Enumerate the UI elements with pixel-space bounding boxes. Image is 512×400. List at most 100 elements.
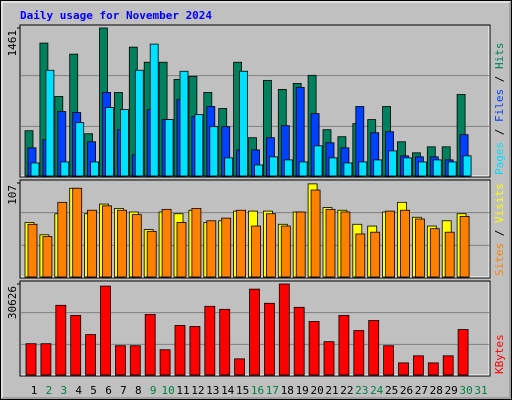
x-tick-label: 11: [176, 384, 189, 397]
bar: [444, 231, 455, 278]
legend: Pages / Files / Hits: [493, 43, 506, 176]
legend-separator: /: [493, 69, 506, 89]
bar: [442, 355, 454, 376]
x-tick-label: 6: [105, 384, 112, 397]
bar: [219, 308, 231, 376]
bar: [85, 334, 96, 376]
bar: [400, 209, 410, 278]
x-tick-label: 1: [31, 384, 38, 397]
x-tick-label: 21: [325, 384, 338, 397]
bar: [325, 208, 336, 278]
legend-entry: Sites: [493, 243, 506, 276]
x-tick-label: 23: [355, 384, 368, 397]
legend-separator: /: [493, 122, 506, 142]
legend-entry: KBytes: [493, 334, 506, 374]
bar: [189, 326, 201, 376]
x-tick-label: 30: [459, 384, 472, 397]
bar: [115, 345, 126, 376]
bar: [308, 321, 320, 376]
bar: [90, 161, 99, 177]
legend-entry: Pages: [493, 142, 506, 175]
bar: [254, 164, 263, 177]
bar: [161, 208, 172, 278]
bar: [164, 119, 174, 177]
x-tick-label: 4: [75, 384, 82, 397]
bar: [144, 313, 156, 376]
bar: [45, 69, 55, 177]
legend: KBytes: [493, 334, 506, 374]
x-tick-label: 22: [340, 384, 353, 397]
bar: [293, 306, 305, 376]
bar: [55, 304, 67, 376]
bar: [388, 150, 398, 177]
bar: [278, 283, 290, 376]
x-tick-label: 20: [310, 384, 323, 397]
bar: [459, 215, 470, 278]
bar: [75, 122, 85, 177]
bar: [194, 114, 204, 177]
bar: [224, 157, 234, 177]
bar: [295, 211, 306, 278]
bar: [30, 162, 40, 177]
bar: [40, 343, 52, 376]
bar: [204, 305, 216, 376]
bar: [457, 329, 469, 376]
bar: [149, 43, 159, 177]
x-tick-label: 3: [60, 384, 67, 397]
x-tick-label: 26: [400, 384, 413, 397]
legend-entry: Hits: [493, 43, 506, 70]
x-tick-label: 9: [150, 384, 157, 397]
bar: [120, 109, 129, 177]
bar: [323, 341, 335, 376]
bar: [72, 187, 83, 278]
bar: [60, 161, 70, 177]
x-tick-label: 31: [474, 384, 487, 397]
legend-entry: Visits: [493, 183, 506, 223]
bar: [191, 208, 202, 278]
x-tick-label: 5: [90, 384, 97, 397]
bar: [131, 214, 142, 278]
bar: [398, 362, 409, 376]
bar: [206, 220, 217, 278]
bar: [417, 161, 427, 177]
bar: [432, 159, 442, 177]
bar: [268, 156, 278, 177]
bar: [159, 349, 171, 376]
legend: Sites / Visits: [493, 183, 506, 276]
x-tick-label: 27: [415, 384, 428, 397]
x-tick-label: 13: [206, 384, 219, 397]
bar: [146, 230, 157, 278]
bar: [313, 145, 323, 177]
bar: [179, 70, 189, 177]
bar: [427, 362, 439, 376]
chart-title: Daily usage for November 2024: [20, 9, 212, 22]
bar: [358, 161, 368, 177]
bar: [340, 211, 351, 278]
x-tick-label: 15: [236, 384, 249, 397]
bar: [239, 70, 249, 177]
bar: [283, 159, 293, 177]
bar: [280, 225, 291, 278]
bar: [310, 189, 321, 278]
bar: [57, 201, 68, 278]
bar: [383, 345, 395, 376]
bar: [134, 69, 144, 177]
bar: [87, 209, 97, 278]
bar: [462, 155, 472, 177]
x-tick-label: 8: [135, 384, 142, 397]
bar: [100, 285, 111, 376]
bar: [251, 225, 261, 278]
bar: [355, 233, 366, 278]
bar: [27, 223, 38, 278]
bar: [236, 209, 247, 278]
x-tick-label: 7: [120, 384, 127, 397]
bar: [368, 320, 380, 376]
x-tick-label: 29: [445, 384, 458, 397]
bar: [412, 355, 424, 376]
y-tick-label: 107: [6, 185, 19, 205]
bar: [403, 157, 412, 177]
bar: [174, 325, 186, 376]
bar: [176, 222, 187, 278]
